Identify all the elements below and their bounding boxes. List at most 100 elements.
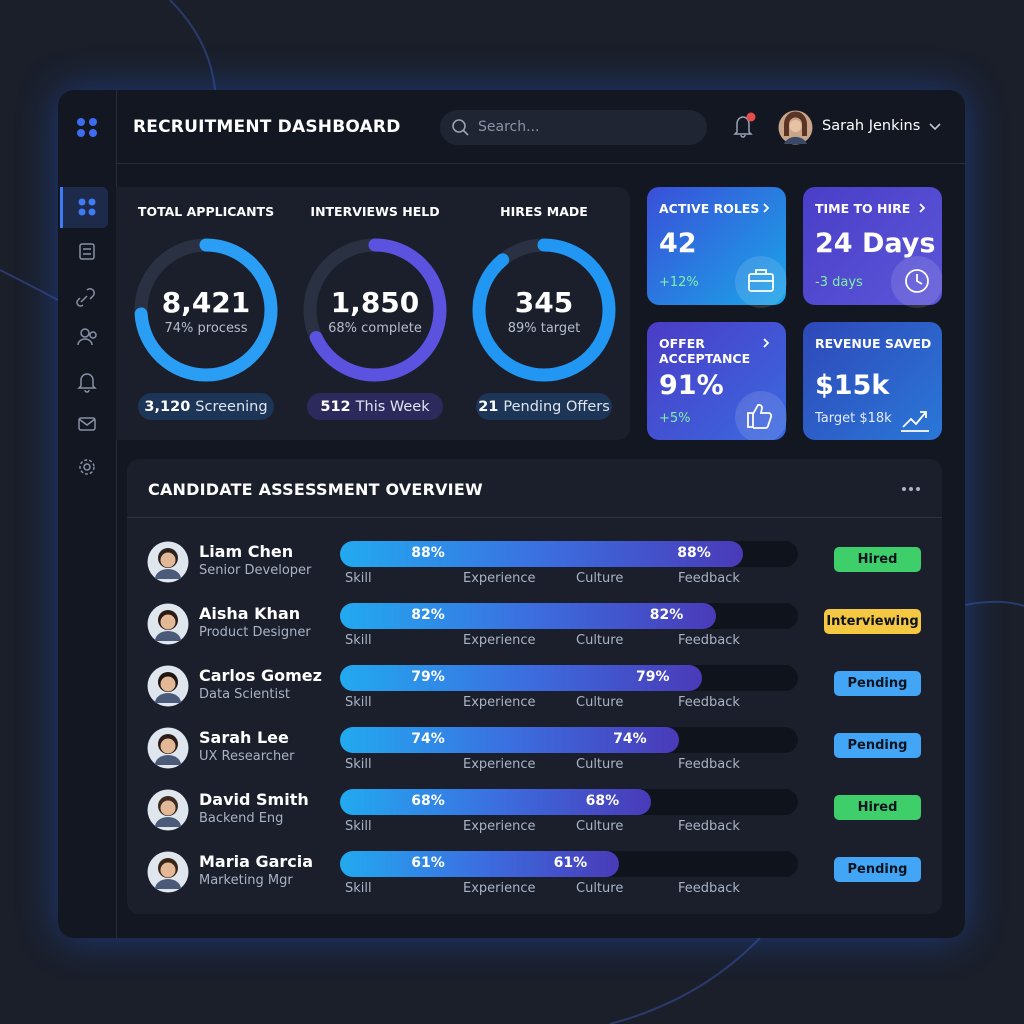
candidate-name: Liam Chen bbox=[199, 542, 294, 561]
candidate-name: Aisha Khan bbox=[199, 604, 301, 623]
score-label: 68% bbox=[585, 793, 620, 809]
candidate-avatar bbox=[147, 727, 189, 769]
search-placeholder: Search... bbox=[478, 119, 540, 135]
ring-value: 1,850 bbox=[330, 286, 420, 319]
badge-text: Pending Offers bbox=[503, 398, 610, 415]
assessment-title: CANDIDATE ASSESSMENT OVERVIEW bbox=[148, 480, 483, 499]
user-avatar[interactable] bbox=[778, 110, 813, 145]
ring-progress bbox=[134, 238, 278, 382]
search-box[interactable] bbox=[440, 110, 707, 145]
column-label: Experience bbox=[463, 757, 536, 772]
badge-text: This Week bbox=[355, 398, 430, 415]
card-value: $15k bbox=[815, 370, 890, 401]
card-note: +5% bbox=[659, 411, 691, 426]
candidate-avatar bbox=[147, 603, 189, 645]
dashboard-title: RECRUITMENT DASHBOARD bbox=[133, 117, 401, 137]
column-label: Feedback bbox=[678, 633, 740, 648]
user-name[interactable]: Sarah Jenkins bbox=[822, 118, 921, 134]
card-title: OFFER ACCEPTANCE bbox=[659, 336, 751, 366]
status-pill[interactable]: Pending bbox=[834, 671, 921, 696]
column-label: Experience bbox=[463, 819, 536, 834]
column-label: Culture bbox=[576, 757, 624, 772]
avatar-face bbox=[160, 614, 176, 630]
progress-ring bbox=[472, 238, 616, 382]
ring-caption: 68% complete bbox=[328, 321, 422, 336]
kpi-card[interactable] bbox=[647, 187, 786, 305]
card-value: 91% bbox=[659, 370, 724, 401]
candidate-avatar bbox=[147, 851, 189, 893]
column-label: Culture bbox=[576, 819, 624, 834]
header-divider bbox=[116, 163, 965, 164]
more-menu[interactable] bbox=[900, 482, 922, 496]
avatar-face bbox=[160, 676, 176, 692]
score-label: 79% bbox=[411, 669, 445, 685]
column-label: Culture bbox=[576, 571, 624, 586]
ring-label: TOTAL APPLICANTS bbox=[137, 204, 275, 219]
column-label: Skill bbox=[345, 633, 372, 648]
avatar-face bbox=[160, 800, 176, 816]
kpi-card[interactable] bbox=[647, 322, 786, 440]
status-pill[interactable]: Pending bbox=[834, 857, 921, 882]
score-label: 88% bbox=[677, 545, 711, 561]
candidate-role: Data Scientist bbox=[199, 687, 290, 702]
score-bar bbox=[340, 665, 702, 691]
ring-value: 345 bbox=[514, 286, 574, 319]
ring-badge: 3,120 Screening bbox=[138, 393, 274, 420]
candidate-avatar bbox=[147, 789, 189, 831]
kpi-card[interactable] bbox=[803, 187, 942, 305]
score-label: 61% bbox=[411, 855, 445, 871]
candidate-role: Marketing Mgr bbox=[199, 873, 293, 888]
avatar-body bbox=[155, 693, 181, 703]
column-label: Skill bbox=[345, 695, 372, 710]
score-bar bbox=[340, 541, 744, 567]
column-label: Skill bbox=[345, 757, 372, 772]
card-icons bbox=[735, 203, 942, 440]
candidate-role: Product Designer bbox=[199, 625, 311, 640]
column-label: Experience bbox=[463, 695, 536, 710]
ring-label: INTERVIEWS HELD bbox=[310, 204, 440, 219]
column-label: Feedback bbox=[678, 757, 740, 772]
search-icon bbox=[452, 119, 469, 136]
assessment-divider bbox=[127, 517, 942, 518]
score-label: 82% bbox=[411, 607, 445, 623]
score-label: 68% bbox=[411, 793, 445, 809]
card-title: ACTIVE ROLES bbox=[659, 201, 760, 216]
candidate-name: Sarah Lee bbox=[199, 728, 289, 747]
status-pill[interactable]: Interviewing bbox=[824, 609, 921, 634]
notification-bell[interactable] bbox=[730, 110, 760, 140]
ring-badge: 512 This Week bbox=[307, 393, 443, 420]
avatar-body bbox=[155, 817, 181, 827]
column-label: Feedback bbox=[678, 695, 740, 710]
card-note: Target $18k bbox=[815, 411, 892, 426]
avatar-body bbox=[155, 569, 181, 579]
progress-ring bbox=[303, 238, 447, 382]
column-label: Experience bbox=[463, 881, 536, 896]
ring-progress bbox=[472, 238, 616, 382]
avatar-face bbox=[160, 738, 176, 754]
column-label: Experience bbox=[463, 633, 536, 648]
ring-badge: 21 Pending Offers bbox=[476, 393, 612, 420]
status-pill[interactable]: Hired bbox=[834, 795, 921, 820]
ring-label: HIRES MADE bbox=[500, 204, 588, 219]
score-bar bbox=[340, 789, 652, 815]
candidate-avatar bbox=[147, 541, 189, 583]
user-menu-chevron[interactable] bbox=[928, 121, 942, 133]
badge-value: 512 bbox=[320, 398, 351, 415]
status-pill[interactable]: Pending bbox=[834, 733, 921, 758]
avatar-body bbox=[155, 631, 181, 641]
status-pill[interactable]: Hired bbox=[834, 547, 921, 572]
card-note: +12% bbox=[659, 275, 699, 290]
column-label: Culture bbox=[576, 695, 624, 710]
sidebar-icons[interactable] bbox=[58, 100, 116, 490]
score-label: 88% bbox=[411, 545, 445, 561]
column-label: Skill bbox=[345, 819, 372, 834]
candidate-avatar bbox=[147, 665, 189, 707]
ring-value: 8,421 bbox=[161, 286, 251, 319]
candidate-role: UX Researcher bbox=[199, 749, 295, 764]
score-bar bbox=[340, 851, 620, 877]
score-bar bbox=[340, 727, 679, 753]
avatar-face bbox=[160, 862, 176, 878]
avatar-body bbox=[155, 755, 181, 765]
